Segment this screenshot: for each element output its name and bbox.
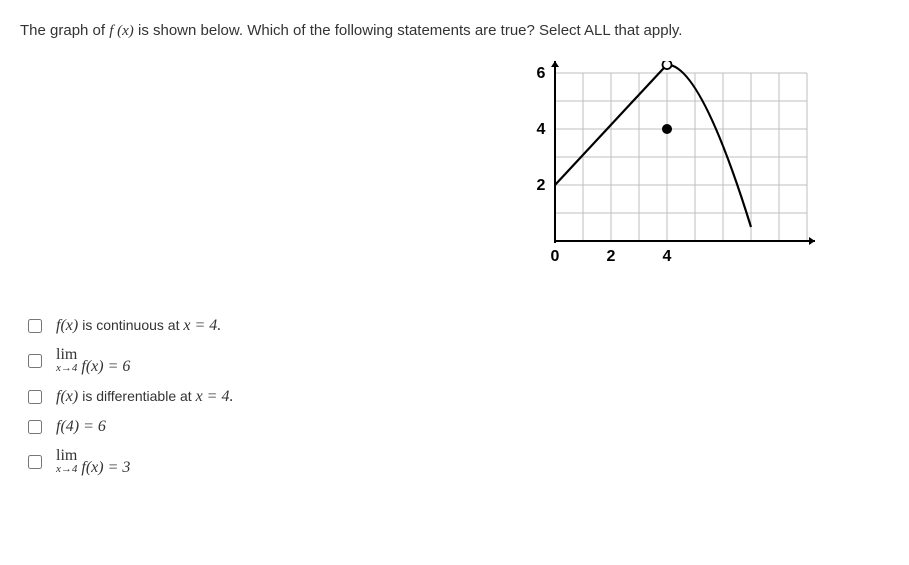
option-label: f(x) is differentiable at x = 4. bbox=[56, 388, 233, 406]
option-fn: f(x) = 3 bbox=[81, 459, 130, 476]
option-label: f(x) is continuous at x = 4. bbox=[56, 317, 221, 335]
answer-options: f(x) is continuous at x = 4. lim x→4 f(x… bbox=[20, 311, 889, 483]
option-fn: f(x) = 6 bbox=[81, 358, 130, 375]
option-row: lim x→4 f(x) = 6 bbox=[20, 341, 889, 382]
option-checkbox-3[interactable] bbox=[28, 390, 42, 404]
option-row: f(x) is continuous at x = 4. bbox=[20, 311, 889, 341]
option-row: f(4) = 6 bbox=[20, 412, 889, 442]
option-label: lim x→4 f(x) = 3 bbox=[56, 448, 130, 477]
function-graph: 246024x bbox=[515, 61, 815, 271]
svg-text:0: 0 bbox=[550, 248, 559, 265]
svg-text:2: 2 bbox=[606, 248, 615, 265]
option-checkbox-2[interactable] bbox=[28, 354, 42, 368]
limit-top: lim bbox=[56, 448, 77, 464]
option-row: f(x) is differentiable at x = 4. bbox=[20, 382, 889, 412]
option-fn: f(4) = 6 bbox=[56, 418, 106, 435]
option-fn: f(x) bbox=[56, 388, 78, 405]
svg-text:6: 6 bbox=[536, 65, 545, 82]
option-checkbox-5[interactable] bbox=[28, 455, 42, 469]
option-rhs: x = 4. bbox=[196, 388, 234, 405]
limit-sub: x→4 bbox=[56, 464, 77, 475]
option-checkbox-4[interactable] bbox=[28, 420, 42, 434]
svg-text:2: 2 bbox=[536, 177, 545, 194]
question-prefix: The graph of bbox=[20, 22, 109, 39]
limit-expression: lim x→4 bbox=[56, 448, 77, 475]
question-suffix: is shown below. Which of the following s… bbox=[138, 22, 682, 39]
question-stem: The graph of f (x) is shown below. Which… bbox=[20, 20, 889, 43]
graph-container: 246024x bbox=[20, 61, 889, 271]
limit-top: lim bbox=[56, 347, 77, 363]
option-plaintext: is differentiable at bbox=[82, 388, 195, 404]
option-checkbox-1[interactable] bbox=[28, 319, 42, 333]
question-fn: f (x) bbox=[109, 23, 134, 39]
option-plaintext: is continuous at bbox=[82, 317, 183, 333]
limit-sub: x→4 bbox=[56, 363, 77, 374]
option-row: lim x→4 f(x) = 3 bbox=[20, 442, 889, 483]
option-label: f(4) = 6 bbox=[56, 418, 106, 436]
option-fn: f(x) bbox=[56, 317, 78, 334]
option-label: lim x→4 f(x) = 6 bbox=[56, 347, 130, 376]
svg-text:4: 4 bbox=[536, 121, 545, 138]
limit-expression: lim x→4 bbox=[56, 347, 77, 374]
option-rhs: x = 4. bbox=[183, 317, 221, 334]
svg-text:4: 4 bbox=[662, 248, 671, 265]
